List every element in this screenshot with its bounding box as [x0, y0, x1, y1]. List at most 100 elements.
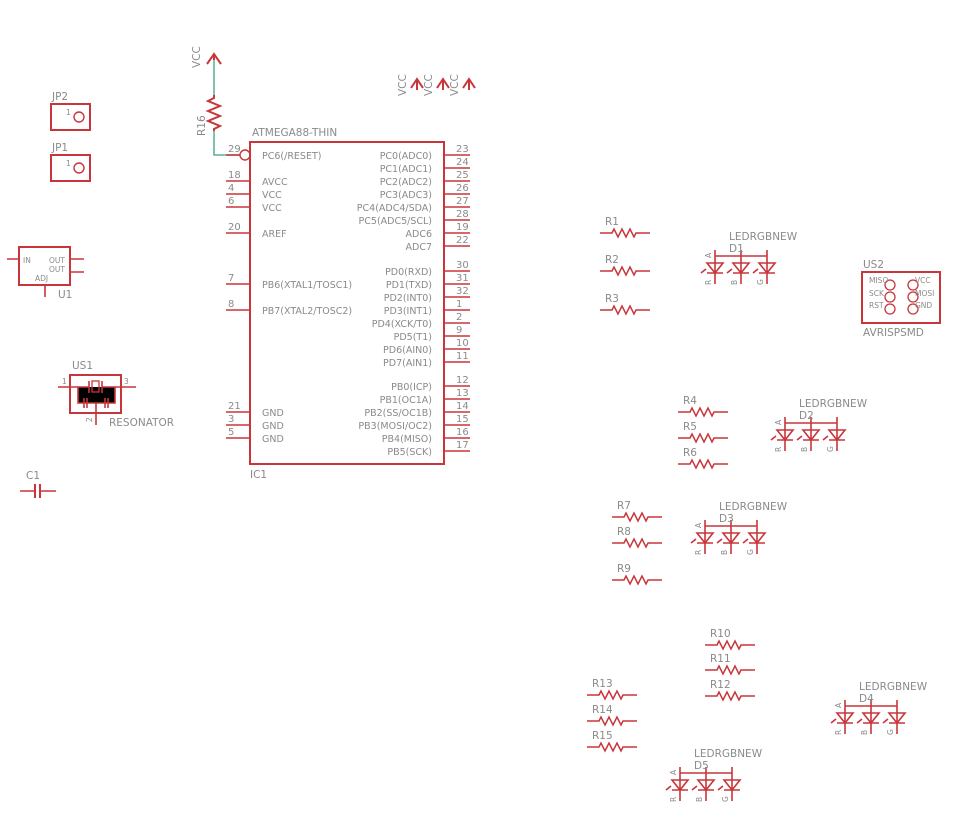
resistor-r11[interactable]: R11	[705, 653, 755, 676]
resistor-r14[interactable]: R14	[587, 704, 637, 727]
ic1-pin-number: 31	[456, 273, 469, 284]
resistor-r10[interactable]: R10	[705, 628, 755, 651]
resistor-r2[interactable]: R2	[600, 254, 650, 277]
u1-adj: ADJ	[35, 274, 48, 283]
resistor-r7[interactable]: R7	[612, 500, 662, 523]
led-red-icon	[830, 700, 855, 734]
ic1-pin-number: 8	[228, 299, 234, 310]
vcc-label: VCC	[191, 46, 203, 68]
us2-pin-vcc: VCC	[915, 276, 931, 285]
ic1-atmega88[interactable]: ATMEGA88-THIN IC1 29PC6(/RESET)18AVCC4VC…	[226, 127, 470, 481]
led-anode-label: A	[774, 419, 783, 425]
jp1-body	[50, 154, 91, 182]
isp-header-us2[interactable]: MISO SCK RST VCC MOSI GND US2 AVRISPSMD	[861, 259, 941, 339]
resistor-label: R4	[683, 395, 697, 407]
resonator-us1[interactable]: 1 3 2 US1 RESONATOR	[58, 360, 174, 429]
us2-value: AVRISPSMD	[863, 327, 924, 339]
led-blue-icon	[796, 417, 821, 451]
resistor-icon	[612, 537, 662, 549]
jumper-jp1[interactable]: 1 JP1	[50, 142, 91, 182]
vcc-supplies: VCC VCC VCC	[397, 74, 476, 96]
u1-out2: OUT	[49, 265, 65, 274]
ic1-name: IC1	[250, 469, 267, 481]
resistor-r3[interactable]: R3	[600, 293, 650, 316]
resistor-label: R7	[617, 500, 631, 512]
u1-pins	[7, 258, 84, 297]
led-name: D1	[729, 243, 744, 255]
us1-pin3: 3	[124, 377, 129, 386]
ic1-pin-name: PC5(ADC5/SCL)	[359, 216, 432, 227]
ic1-pin-name: PB3(MOSI/OC2)	[358, 421, 432, 432]
jumper-jp2[interactable]: 1 JP2	[50, 91, 91, 131]
led-green-icon	[822, 417, 847, 451]
led-red-icon	[770, 417, 795, 451]
led-value: LEDRGBNEW	[694, 748, 763, 760]
resistor-r13[interactable]: R13	[587, 678, 637, 701]
resistor-icon	[587, 715, 637, 727]
resistor-r15[interactable]: R15	[587, 730, 637, 753]
led-green-icon	[882, 700, 907, 734]
led-value: LEDRGBNEW	[859, 681, 928, 693]
vcc-arrow-icon	[410, 77, 424, 90]
ic1-pin-name: PC2(ADC2)	[380, 177, 432, 188]
isp-pads	[884, 279, 919, 315]
resistor-r8[interactable]: R8	[612, 526, 662, 549]
ic1-pin-number: 9	[456, 325, 462, 336]
ic1-pin-name: PB4(MISO)	[382, 434, 432, 445]
resistor-label: R9	[617, 563, 631, 575]
ic1-pin-name: PC4(ADC4/SDA)	[357, 203, 432, 214]
ic1-pin-number: 13	[456, 388, 469, 399]
ic1-pin-name: GND	[262, 421, 284, 432]
ic1-pin-name: PB6(XTAL1/TOSC1)	[262, 280, 352, 291]
led-red-label: R	[669, 797, 678, 802]
resistors: R1 R2 R3 R4 R5 R6 R7 R8 R9 R10 R11 R12 R13 R14 R15	[587, 216, 755, 753]
resistor-r9[interactable]: R9	[612, 563, 662, 586]
led-green-icon	[752, 250, 777, 284]
resistor-r12[interactable]: R12	[705, 679, 755, 702]
resistor-label: R1	[605, 216, 619, 228]
resistor-r1[interactable]: R1	[600, 216, 650, 239]
resistor-label: R5	[683, 421, 697, 433]
capacitor-c1[interactable]: C1	[20, 470, 56, 498]
resistor-r16[interactable]	[205, 95, 223, 131]
led-anode-label: A	[834, 702, 843, 708]
resistor-r6[interactable]: R6	[678, 447, 728, 470]
ic1-pin-number: 30	[456, 260, 469, 271]
ic1-pin-name: ADC7	[406, 242, 433, 253]
led-red-label: R	[834, 730, 843, 735]
c1-label: C1	[26, 470, 40, 482]
led-red-icon	[700, 250, 725, 284]
ic1-pin-name: GND	[262, 408, 284, 419]
us2-label: US2	[863, 259, 884, 271]
resistor-label: R3	[605, 293, 619, 305]
led-name: D2	[799, 410, 814, 422]
led-green-icon	[742, 520, 767, 554]
ic1-pin-number: 23	[456, 144, 469, 155]
resistor-icon	[587, 741, 637, 753]
resistor-r5[interactable]: R5	[678, 421, 728, 444]
ic1-pin-number: 32	[456, 286, 469, 297]
regulator-u1[interactable]: IN OUT OUT ADJ U1	[7, 246, 84, 301]
ic1-pin-number: 26	[456, 183, 469, 194]
u1-label: U1	[58, 289, 72, 301]
led-green-label: G	[721, 796, 730, 802]
us1-label: US1	[72, 360, 93, 372]
ic1-pin-number: 10	[456, 338, 469, 349]
led-anode-label: A	[669, 769, 678, 775]
ic1-pin-number: 22	[456, 235, 469, 246]
vcc-supply-r16[interactable]: VCC R16	[191, 46, 240, 156]
us2-pin-miso: MISO	[869, 276, 888, 285]
resistor-label: R13	[592, 678, 613, 690]
resistor-icon	[587, 689, 637, 701]
ic1-pin-name: PD1(TXD)	[386, 280, 432, 291]
resistor-r4[interactable]: R4	[678, 395, 728, 418]
ic1-pin-number: 25	[456, 170, 469, 181]
ic1-pin-number: 2	[456, 312, 462, 323]
led-blue-label: B	[800, 447, 809, 452]
